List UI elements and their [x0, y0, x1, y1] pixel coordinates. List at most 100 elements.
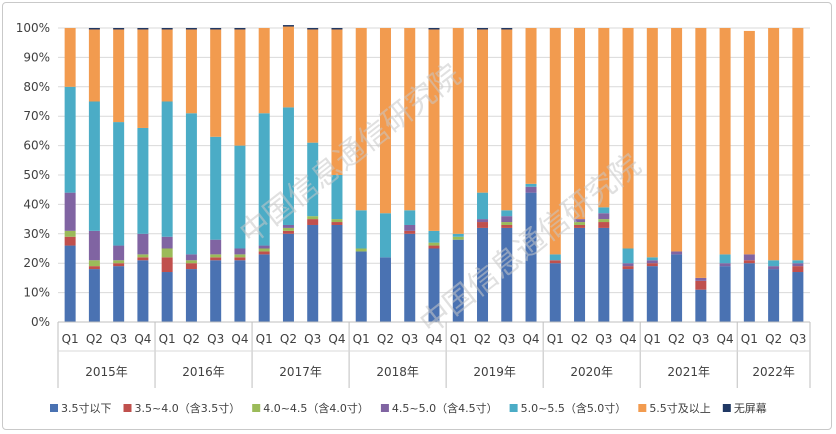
- bar-segment: [549, 254, 561, 261]
- bar-segment: [598, 28, 610, 208]
- bar-segment: [743, 260, 755, 264]
- bar-segment: [574, 219, 586, 223]
- bar-segment: [282, 230, 294, 234]
- year-label: 2022年: [752, 365, 795, 379]
- bar-segment: [113, 245, 125, 261]
- bar-segment: [622, 269, 634, 322]
- bar-segment: [477, 192, 489, 220]
- bar-segment: [282, 224, 294, 228]
- bar-segment: [743, 263, 755, 322]
- legend-label: 4.5~5.0（含4.5寸）: [392, 401, 498, 415]
- bar-segment: [113, 266, 125, 322]
- bar-segment: [525, 183, 537, 187]
- bar-segment: [695, 28, 707, 278]
- bar-segment: [574, 224, 586, 228]
- bar-segment: [234, 260, 246, 322]
- bar-segment: [331, 222, 343, 225]
- bar-segment: [210, 29, 222, 137]
- quarter-label: Q3: [595, 332, 612, 346]
- quarter-label: Q4: [328, 332, 345, 346]
- bar-segment: [185, 28, 197, 30]
- quarter-label: Q4: [620, 332, 637, 346]
- bar-segment: [404, 230, 416, 234]
- quarter-label: Q1: [741, 332, 758, 346]
- bar-segment: [234, 28, 246, 30]
- bar-segment: [161, 272, 173, 322]
- quarter-label: Q2: [86, 332, 103, 346]
- bar-segment: [88, 230, 100, 261]
- bar-segment: [477, 219, 489, 223]
- bar-segment: [646, 260, 658, 264]
- bar-segment: [307, 28, 319, 30]
- quarter-label: Q2: [571, 332, 588, 346]
- bar-segment: [452, 239, 464, 322]
- bar-segment: [258, 113, 270, 246]
- bar-segment: [234, 257, 246, 261]
- bar-segment: [137, 233, 149, 255]
- bar-segment: [137, 29, 149, 128]
- bar-segment: [64, 245, 76, 322]
- bar-segment: [428, 242, 440, 246]
- quarter-label: Q3: [498, 332, 515, 346]
- bar-segment: [671, 254, 683, 322]
- bar-segment: [525, 28, 537, 184]
- bar-segment: [64, 28, 76, 87]
- bar-segment: [452, 236, 464, 240]
- bar-segment: [719, 28, 731, 255]
- y-tick-label: 90%: [23, 50, 50, 64]
- quarter-label: Q3: [401, 332, 418, 346]
- bar-segment: [185, 254, 197, 261]
- bar-segment: [185, 263, 197, 270]
- bar-segment: [452, 28, 464, 234]
- bar-segment: [210, 239, 222, 255]
- bar-segment: [646, 266, 658, 322]
- bar-segment: [185, 29, 197, 114]
- bar-segment: [307, 219, 319, 225]
- bar-segment: [258, 28, 270, 114]
- bar-segment: [355, 248, 367, 252]
- quarter-label: Q2: [474, 332, 491, 346]
- quarter-label: Q3: [207, 332, 224, 346]
- bar-segment: [404, 210, 416, 225]
- bar-segment: [598, 222, 610, 228]
- bar-segment: [331, 28, 343, 30]
- quarter-label: Q1: [450, 332, 467, 346]
- bar-segment: [282, 227, 294, 231]
- bar-segment: [88, 266, 100, 270]
- quarter-label: Q4: [522, 332, 539, 346]
- quarter-label: Q2: [765, 332, 782, 346]
- legend-label: 5.0~5.5（含5.0寸）: [521, 401, 627, 415]
- bar-segment: [282, 25, 294, 27]
- y-tick-label: 30%: [23, 227, 50, 241]
- bar-segment: [646, 257, 658, 261]
- bar-segment: [161, 29, 173, 102]
- bar-segment: [768, 28, 780, 261]
- bar-segment: [598, 213, 610, 220]
- bar-segment: [525, 192, 537, 322]
- bar-segment: [64, 86, 76, 193]
- bar-segment: [768, 269, 780, 322]
- quarter-label: Q3: [692, 332, 709, 346]
- bar-segment: [768, 266, 780, 270]
- bar-segment: [501, 216, 513, 223]
- legend-swatch: [722, 404, 731, 412]
- bar-segment: [792, 260, 804, 264]
- bar-segment: [646, 28, 658, 258]
- bar-segment: [477, 29, 489, 193]
- quarter-label: Q1: [644, 332, 661, 346]
- bar-segment: [501, 29, 513, 211]
- legend-label: 5.5寸及以上: [649, 401, 711, 415]
- legend-swatch: [509, 404, 518, 412]
- bar-segment: [307, 142, 319, 217]
- bar-segment: [501, 210, 513, 217]
- bar-segment: [355, 251, 367, 322]
- bar-segment: [234, 248, 246, 255]
- bar-segment: [622, 263, 634, 267]
- legend-swatch: [252, 404, 261, 412]
- quarter-label: Q4: [231, 332, 248, 346]
- y-tick-label: 60%: [23, 139, 50, 153]
- bar-segment: [258, 245, 270, 249]
- quarter-label: Q2: [280, 332, 297, 346]
- quarter-label: Q1: [353, 332, 370, 346]
- bar-segment: [428, 248, 440, 322]
